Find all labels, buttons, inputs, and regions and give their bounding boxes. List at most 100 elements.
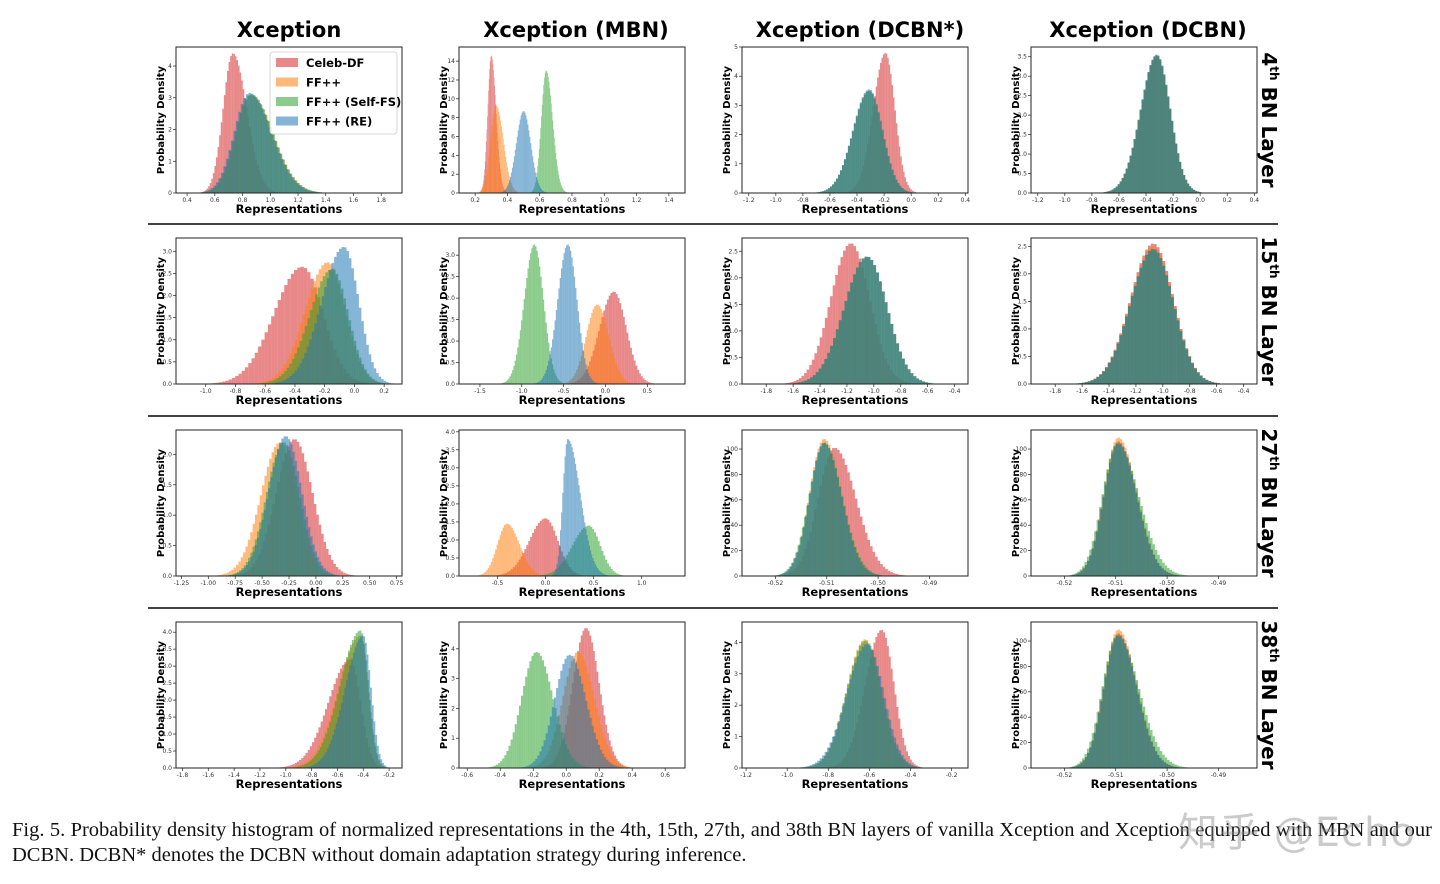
x-tick-label: -1.6 [202, 772, 214, 779]
y-tick-label: 0 [734, 765, 738, 772]
histogram-bar [1150, 549, 1153, 576]
histogram-bar [295, 766, 297, 768]
histogram-bar [591, 312, 593, 384]
histogram-bar [610, 293, 613, 384]
histogram-bar [614, 292, 616, 384]
histogram-bar [1117, 184, 1120, 193]
histogram-bar [847, 525, 850, 576]
histogram-bar [1125, 316, 1128, 384]
y-axis-label: Probability Density [1011, 448, 1022, 557]
histogram-bar [289, 376, 292, 384]
row-label-number: 27 [1257, 428, 1281, 456]
histogram-bar [498, 763, 501, 768]
histogram-bar [271, 316, 275, 384]
y-tick-label: 0 [451, 765, 455, 772]
histogram-bar [618, 763, 621, 768]
histogram-bar [487, 103, 489, 193]
histogram-bar [493, 765, 496, 768]
histogram-bar [333, 563, 336, 576]
x-tick-label: -0.50 [870, 580, 886, 587]
histogram-bar [604, 757, 607, 768]
histogram-bar [585, 364, 587, 384]
histogram-bar [559, 181, 561, 193]
histogram-bar [223, 95, 226, 193]
y-tick-label: 0.5 [162, 543, 172, 550]
histogram-bar [1128, 658, 1131, 768]
histogram-bar [290, 444, 293, 576]
histogram-bar [860, 561, 863, 576]
histogram-bar [227, 70, 229, 193]
histogram-bar [532, 569, 534, 576]
y-tick-label: 100 [1016, 638, 1028, 645]
histogram-bar [321, 296, 325, 384]
histogram-panel: 0.2 0.4 0.6 0.8 1.0 1.2 1.402468101214Represen… [439, 46, 686, 216]
histogram-bar [599, 749, 603, 768]
histogram-bar [621, 309, 624, 384]
histogram-bar [1146, 729, 1149, 768]
y-tick-label: 1.5 [162, 482, 172, 489]
histogram-bar [526, 561, 528, 576]
histogram-bar [305, 753, 308, 768]
histogram-bar [231, 53, 234, 194]
histogram-bar [524, 558, 527, 576]
histogram-bar [265, 499, 269, 576]
x-tick-label: -0.49 [922, 580, 938, 587]
histogram-bar [1170, 765, 1173, 768]
y-tick-label: 40 [1019, 522, 1027, 529]
histogram-bar [553, 530, 556, 576]
histogram-bar [243, 552, 246, 576]
histogram-bar [586, 330, 589, 384]
histogram-bar [537, 180, 539, 193]
histogram-bar [253, 95, 256, 193]
histogram-bar [487, 163, 489, 193]
histogram-bar [315, 763, 317, 768]
histogram-bar [556, 165, 558, 193]
histogram-bar [482, 185, 484, 193]
x-axis-label: Representations [1091, 585, 1198, 599]
histogram-bar [542, 191, 544, 193]
histogram-panel: -1.2 -1.0 -0.8 -0.6 -0.4 -0.2 0.0 0.2 0.40.00.51… [1011, 46, 1259, 216]
histogram-bar [910, 189, 912, 193]
histogram-bar [552, 339, 554, 384]
histogram-bar [556, 687, 559, 768]
histogram-bar [904, 364, 908, 384]
histogram-bar [824, 358, 828, 384]
histogram-bar [274, 457, 277, 576]
y-tick-label: 0.5 [162, 748, 172, 755]
histogram-bar [294, 353, 298, 384]
y-tick-label: 0.5 [728, 354, 738, 361]
histogram-bar [553, 129, 554, 193]
histogram-bar [557, 555, 559, 576]
histogram-bar [616, 766, 619, 768]
histogram-bar [241, 570, 244, 576]
x-tick-label: 1.4 [321, 197, 331, 204]
histogram-bar [844, 300, 848, 384]
histogram-bar [616, 761, 619, 768]
histogram-bar [870, 259, 874, 384]
histogram-bar [543, 574, 546, 576]
x-tick-label: -0.6 [864, 772, 876, 779]
histogram-bar [327, 727, 330, 768]
histogram-bar [1089, 555, 1092, 576]
y-tick-label: 2.5 [1017, 93, 1027, 100]
histogram-bar [386, 382, 389, 384]
histogram-bar [1176, 765, 1180, 768]
histogram-bar [492, 558, 494, 576]
series-ff-re- [188, 93, 339, 193]
histogram-bar [844, 697, 847, 768]
histogram-bar [261, 339, 265, 384]
histogram-bar [524, 288, 527, 384]
histogram-bar [489, 141, 491, 193]
histogram-bar [326, 548, 329, 576]
y-axis-label: Probability Density [439, 448, 450, 557]
histogram-bar [501, 531, 503, 576]
y-tick-label: 1 [168, 158, 172, 165]
histogram-bar [507, 171, 509, 193]
histogram-bar [488, 90, 489, 193]
y-axis-label: Probability Density [439, 640, 450, 749]
histogram-bar [547, 573, 550, 576]
histogram-bar [622, 377, 625, 384]
histogram-bar [1080, 570, 1083, 576]
y-tick-label: 1.0 [1017, 326, 1027, 333]
histogram-bar [1117, 634, 1120, 768]
